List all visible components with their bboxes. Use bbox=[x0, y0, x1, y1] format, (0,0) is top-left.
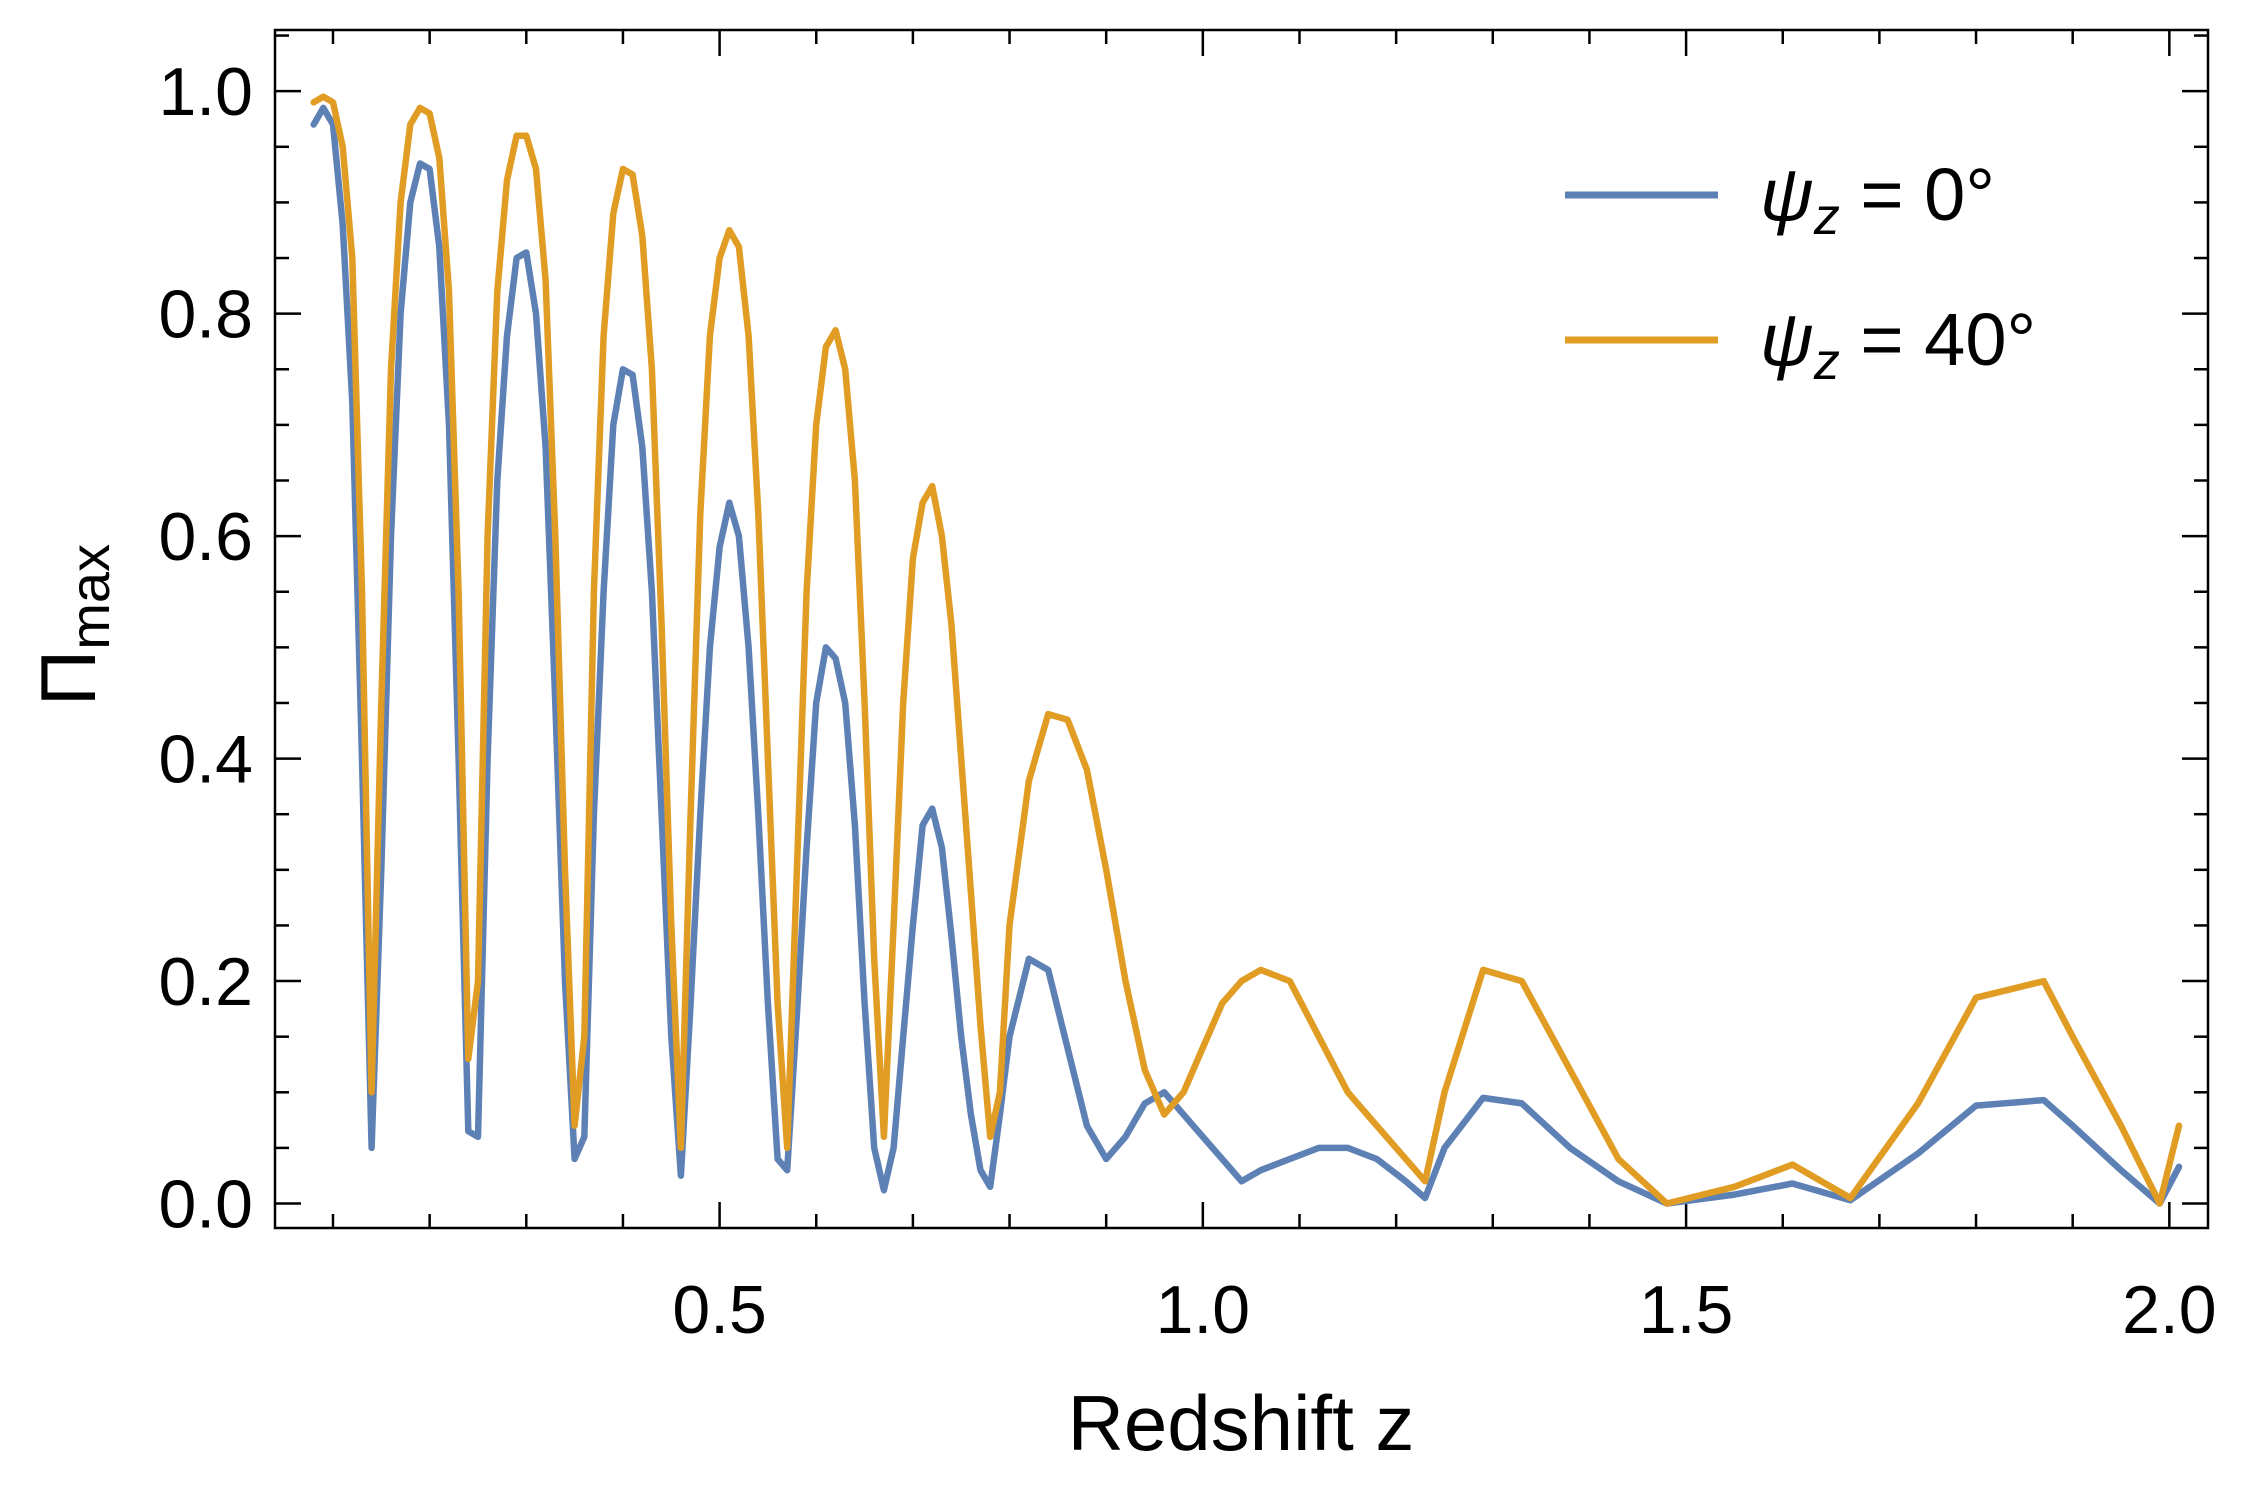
y-tick-label: 0.6 bbox=[158, 499, 253, 575]
series-line-0 bbox=[310, 104, 2183, 1207]
x-tick-label: 0.5 bbox=[672, 1272, 767, 1348]
y-tick-label: 0.4 bbox=[158, 722, 253, 798]
plot-frame bbox=[273, 28, 2210, 1230]
ticks-group bbox=[275, 30, 2208, 1228]
y-tick-label: 0.0 bbox=[158, 1167, 253, 1243]
series-lines-group bbox=[310, 93, 2183, 1207]
tick-labels-group: 0.5 1.0 1.5 2.0 0.0 0.2 0.4 0.6 0.8 1.0 bbox=[158, 54, 2216, 1348]
x-axis-label: Redshift z bbox=[1068, 1379, 1415, 1467]
y-tick-label: 1.0 bbox=[158, 54, 253, 130]
y-axis-label-main: Π bbox=[24, 650, 112, 706]
y-axis-label-sub: max bbox=[58, 544, 121, 650]
legend-label-0: ψz = 0° bbox=[1760, 153, 1995, 246]
series-line-1 bbox=[310, 93, 2183, 1207]
legend: ψz = 0° ψz = 40° bbox=[1565, 153, 2036, 391]
x-tick-label: 2.0 bbox=[2122, 1272, 2217, 1348]
y-tick-label: 0.2 bbox=[158, 944, 253, 1020]
y-tick-label: 0.8 bbox=[158, 277, 253, 353]
x-tick-label: 1.0 bbox=[1156, 1272, 1251, 1348]
y-axis-label: Πmax bbox=[24, 544, 121, 706]
x-tick-label: 1.5 bbox=[1639, 1272, 1734, 1348]
legend-label-1: ψz = 40° bbox=[1760, 298, 2036, 391]
svg-text:Πmax: Πmax bbox=[24, 544, 121, 706]
